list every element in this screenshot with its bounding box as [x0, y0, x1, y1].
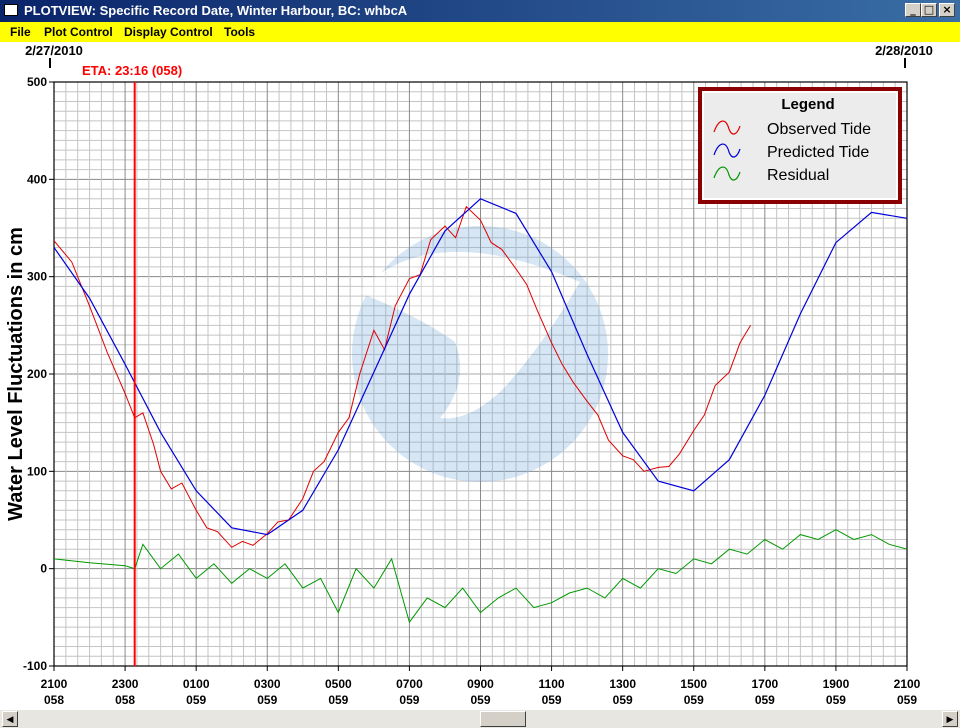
x-tick-label: 1300	[609, 677, 636, 691]
y-tick-label: -100	[23, 659, 47, 673]
x-tick-day-label: 059	[542, 693, 562, 707]
legend-item-label: Predicted Tide	[767, 144, 869, 161]
title-bar: PLOTVIEW: Specific Record Date, Winter H…	[0, 0, 960, 22]
y-tick-label: 400	[27, 172, 47, 186]
scroll-left-icon[interactable]: ◀	[2, 711, 18, 727]
x-tick-day-label: 058	[44, 693, 64, 707]
legend: Legend Observed Tide Predicted Tide Residu…	[698, 87, 902, 204]
minimize-button[interactable]: _	[905, 3, 921, 17]
x-tick-label: 0900	[467, 677, 494, 691]
menu-tools[interactable]: Tools	[224, 25, 256, 39]
series-lines	[54, 198, 907, 624]
y-tick-label: 500	[27, 75, 47, 89]
legend-swatch	[713, 143, 741, 158]
x-tick-day-label: 059	[399, 693, 419, 707]
y-axis: -100 0 100 200 300 400 500	[23, 75, 54, 673]
y-tick-label: 300	[27, 270, 47, 284]
menu-bar: File Plot Control Display Control Tools	[0, 22, 960, 42]
legend-swatch	[713, 166, 741, 181]
menu-file[interactable]: File	[10, 25, 31, 39]
x-tick-label: 1900	[823, 677, 850, 691]
x-tick-day-label: 059	[684, 693, 704, 707]
window-title: PLOTVIEW: Specific Record Date, Winter H…	[24, 3, 408, 18]
x-tick-day-label: 059	[613, 693, 633, 707]
x-tick-day-label: 059	[470, 693, 490, 707]
legend-swatch	[713, 120, 741, 135]
x-tick-day-label: 059	[826, 693, 846, 707]
horizontal-scrollbar[interactable]: ◀ ▶	[0, 710, 960, 728]
app-icon	[4, 4, 18, 16]
x-tick-day-label: 058	[115, 693, 135, 707]
x-tick-label: 1500	[680, 677, 707, 691]
legend-background	[704, 93, 896, 198]
series-line-residual	[54, 529, 907, 624]
plot-area: -100 0 100 200 300 400 500 2100 058 2300 058 0100 0…	[0, 42, 960, 710]
legend-title: Legend	[781, 96, 834, 113]
x-tick-day-label: 059	[257, 693, 277, 707]
legend-item-label: Residual	[767, 167, 829, 184]
x-tick-label: 2100	[894, 677, 921, 691]
x-tick-label: 0500	[325, 677, 352, 691]
x-tick-label: 0700	[396, 677, 423, 691]
x-tick-day-label: 059	[186, 693, 206, 707]
x-tick-label: 0100	[183, 677, 210, 691]
y-axis-label: Water Level Fluctuations in cm	[5, 227, 27, 521]
noaa-watermark	[352, 226, 608, 482]
x-axis: 2100 058 2300 058 0100 059 0300 059 0500 059 0700 0…	[41, 666, 921, 707]
x-tick-label: 0300	[254, 677, 281, 691]
x-tick-day-label: 059	[897, 693, 917, 707]
close-button[interactable]: ×	[939, 3, 955, 17]
x-tick-label: 1700	[751, 677, 778, 691]
x-tick-label: 2300	[112, 677, 139, 691]
date-right: 2/28/2010	[875, 43, 933, 58]
series-line-predicted-tide	[54, 198, 907, 536]
x-tick-day-label: 059	[755, 693, 775, 707]
maximize-button[interactable]: □	[921, 3, 937, 17]
menu-plot-control[interactable]: Plot Control	[44, 25, 113, 39]
date-left: 2/27/2010	[25, 43, 83, 58]
x-tick-day-label: 059	[328, 693, 348, 707]
x-tick-label: 2100	[41, 677, 68, 691]
menu-display-control[interactable]: Display Control	[124, 25, 213, 39]
x-tick-label: 1100	[539, 677, 565, 691]
eta-label: ETA: 23:16 (058)	[82, 63, 182, 78]
scrollbar-thumb[interactable]	[480, 711, 526, 727]
scroll-right-icon[interactable]: ▶	[942, 711, 958, 727]
legend-item-label: Observed Tide	[767, 121, 871, 138]
series-line-observed-tide	[54, 205, 752, 548]
y-tick-label: 0	[40, 562, 47, 576]
y-tick-label: 100	[27, 464, 47, 478]
y-tick-label: 200	[27, 367, 47, 381]
